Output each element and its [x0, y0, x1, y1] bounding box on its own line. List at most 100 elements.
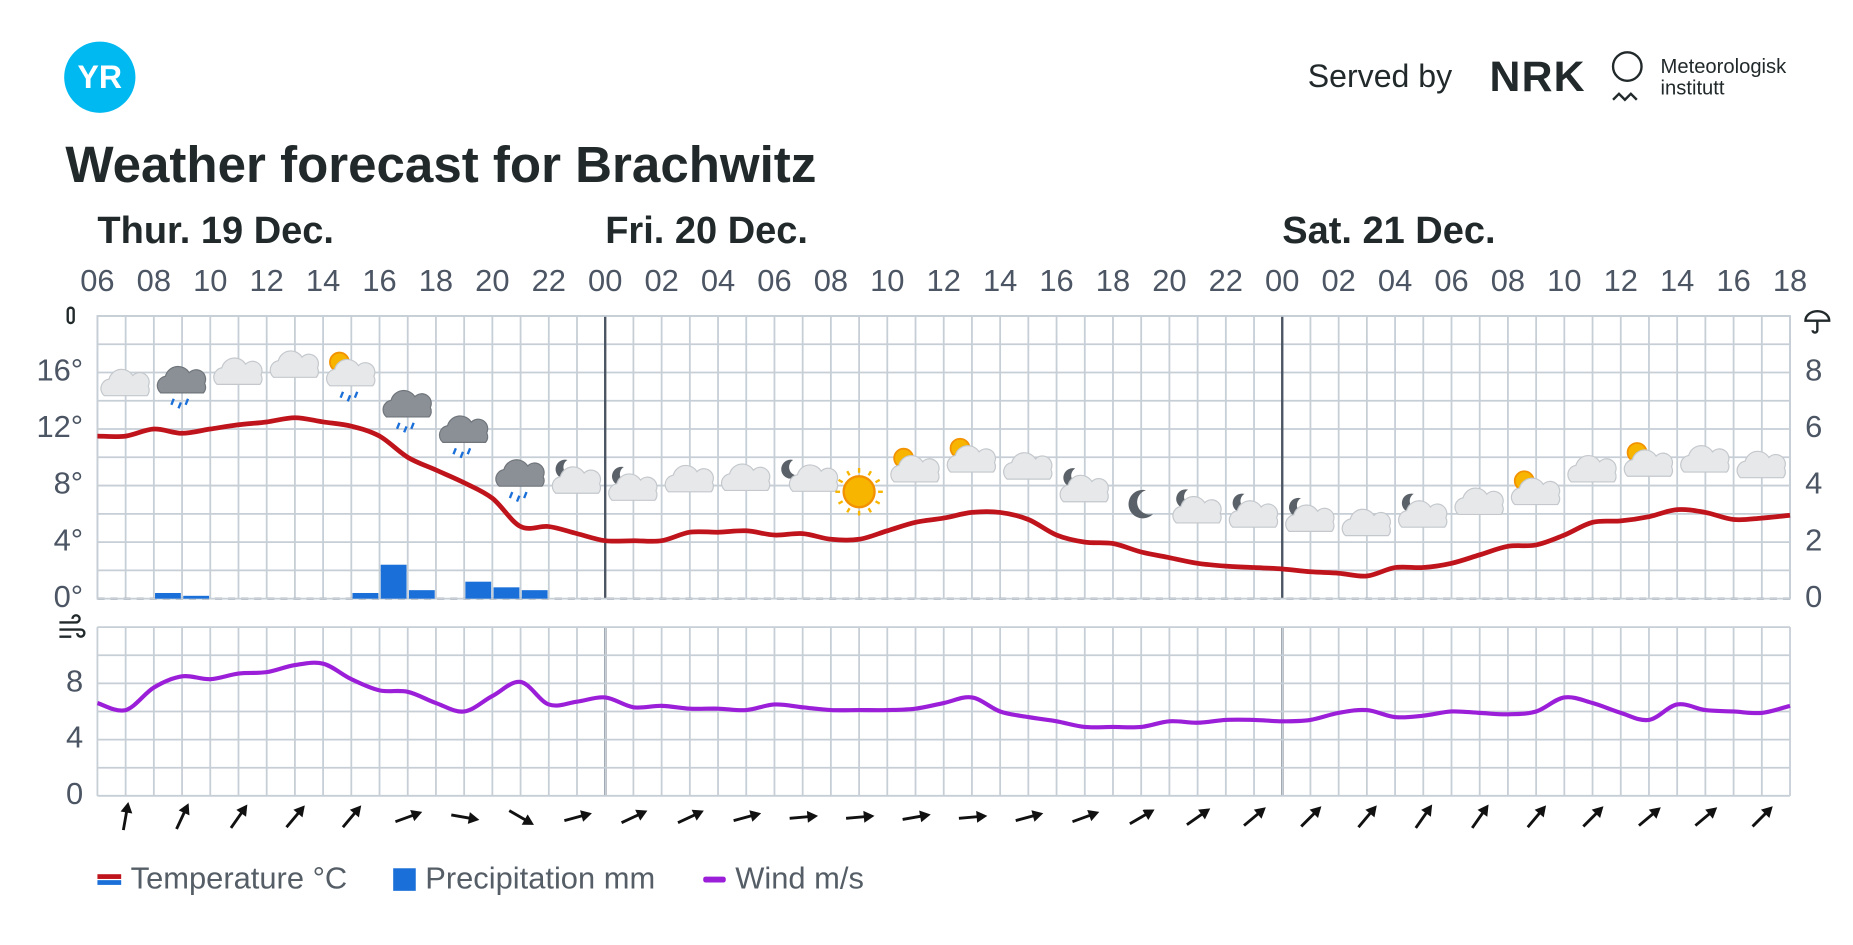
wind-arrow-head: [806, 810, 819, 823]
wind-arrow: [229, 804, 248, 829]
legend: Temperature °C Precipitation mm Wind m/s: [97, 860, 864, 895]
wind-arrow: [789, 810, 819, 823]
moon: [1232, 493, 1250, 513]
weather-icon: [156, 365, 207, 409]
wind-arrow-head: [1421, 804, 1433, 817]
weather-icon: [1228, 493, 1279, 528]
x-tick-label: 04: [1378, 263, 1412, 298]
x-tick-label: 12: [927, 263, 961, 298]
weather-icon: [720, 463, 771, 492]
moon: [1128, 489, 1154, 519]
wind-arrow-head: [1477, 804, 1489, 817]
precipitation-bar: [465, 581, 492, 599]
precipitation-bar: [155, 592, 181, 599]
wind-arrow: [175, 803, 190, 830]
institute-line: institutt: [1661, 77, 1725, 99]
wind-arrow: [508, 809, 534, 825]
weather-icon: [382, 389, 432, 433]
cloud: [1567, 454, 1617, 483]
wind-arrow: [1414, 804, 1433, 829]
x-tick-label: 16: [1039, 263, 1073, 298]
weather-icon: [835, 468, 883, 516]
weather-icon: [1736, 450, 1786, 479]
sun-ray: [837, 500, 844, 505]
wind-arrow: [1072, 809, 1100, 824]
sun-ray: [867, 470, 872, 476]
cloud: [551, 466, 602, 494]
wind-arrow: [394, 809, 423, 824]
precipitation-bar: [352, 592, 379, 599]
weather-icon: [495, 459, 545, 503]
weather-icon: [1454, 487, 1504, 516]
weather-icon: [1680, 445, 1730, 473]
cloud: [269, 350, 320, 378]
weather-icon: [1128, 489, 1154, 519]
precipitation-bar: [380, 564, 407, 599]
y-tick-label: 12°: [36, 409, 83, 444]
cloud: [1059, 474, 1109, 503]
x-tick-label: 10: [1547, 263, 1581, 298]
cloud: [946, 445, 997, 473]
wind-arrow-head: [410, 809, 423, 822]
rain-drop: [403, 425, 408, 433]
weather-icon: [1059, 468, 1109, 503]
y2-tick-label: 2: [1805, 522, 1822, 557]
wind-arrow: [120, 801, 133, 831]
cloud: [382, 389, 432, 418]
yr-logo: YR: [64, 41, 136, 113]
rain-drop: [339, 391, 345, 399]
wind-arrow-head: [580, 810, 592, 822]
logo-text: YR: [78, 59, 123, 95]
wind-icon: [59, 614, 86, 638]
wind-arrow-head: [120, 801, 133, 814]
cloud: [664, 464, 714, 493]
weather-icon: [946, 437, 997, 473]
weather-icon: [608, 466, 658, 501]
cloud: [1680, 445, 1730, 473]
wind-arrow: [1015, 810, 1044, 822]
x-tick-label: 20: [1152, 263, 1186, 298]
wind-arrow: [958, 810, 988, 823]
logo-circle: [64, 41, 136, 113]
wind-arrow: [902, 810, 931, 823]
cloud: [1003, 452, 1053, 480]
x-tick-label: 06: [80, 263, 114, 298]
x-tick-label: 12: [250, 263, 284, 298]
wind-arrow-head: [1253, 807, 1266, 819]
rain-drop: [395, 422, 401, 430]
x-tick-label: 10: [870, 263, 904, 298]
sun-ray: [837, 478, 844, 484]
x-tick-label: 18: [1773, 263, 1807, 298]
y-tick-label: 8°: [54, 466, 84, 501]
rain-drop: [515, 495, 521, 503]
wind-arrow-head: [1648, 807, 1661, 819]
wind-arrow-head: [521, 814, 534, 825]
cloud: [213, 357, 263, 385]
cloud: [438, 415, 489, 443]
sun-ray: [874, 478, 881, 484]
legend-label: Temperature °C: [131, 860, 348, 895]
wind-arrow-head: [1760, 806, 1773, 819]
y-tick-label: 16°: [36, 353, 83, 388]
institute-wave: [1612, 92, 1638, 102]
wind-arrow-head: [349, 805, 362, 818]
wind-arrow: [1694, 807, 1718, 827]
weather-icon: [551, 459, 602, 494]
sun-ray: [846, 507, 851, 513]
wind-arrow-head: [1365, 805, 1377, 818]
cloud: [1623, 449, 1674, 477]
y-tick-label: 0: [66, 776, 83, 811]
x-tick-label: 04: [701, 263, 735, 298]
wind-arrow-head: [1534, 805, 1547, 818]
x-tick-label: 08: [814, 263, 848, 298]
wind-arrow-head: [691, 809, 704, 821]
moon: [555, 459, 573, 479]
cloud: [1172, 495, 1222, 524]
wind-arrow: [845, 810, 875, 823]
x-tick-label: 14: [1660, 263, 1694, 298]
wind-arrow: [1471, 804, 1489, 829]
served-by: Served by: [1308, 58, 1452, 94]
precipitation-bar: [183, 595, 210, 599]
y2-tick-label: 8: [1805, 353, 1822, 388]
